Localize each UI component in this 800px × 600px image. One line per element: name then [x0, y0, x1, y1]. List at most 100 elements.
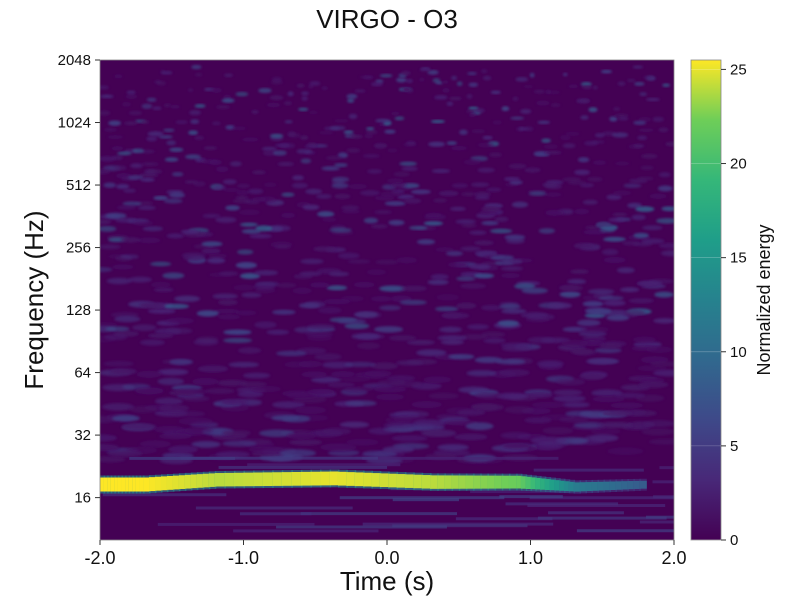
noise-blob: [573, 421, 604, 429]
noise-blob: [151, 281, 171, 288]
noise-blob: [556, 378, 586, 386]
noise-blob: [271, 76, 282, 82]
signal-segment: [166, 475, 175, 490]
noise-blob: [251, 109, 259, 115]
noise-blob: [364, 370, 393, 377]
noise-streak: [470, 490, 569, 494]
noise-blob: [233, 284, 256, 291]
noise-blob: [242, 372, 271, 379]
plot-area: [100, 60, 674, 540]
noise-blob: [284, 120, 293, 124]
noise-blob: [537, 120, 551, 125]
noise-blob: [544, 150, 562, 155]
noise-blob: [140, 120, 150, 124]
noise-blob: [460, 192, 477, 197]
noise-streak: [653, 495, 674, 499]
noise-blob: [578, 373, 605, 381]
signal-segment: [128, 477, 134, 492]
noise-blob: [466, 370, 497, 377]
noise-blob: [406, 339, 435, 345]
noise-blob: [471, 129, 486, 133]
x-tick-label: 2.0: [661, 548, 686, 568]
noise-blob: [638, 128, 654, 132]
noise-blob: [212, 293, 238, 300]
noise-blob: [291, 182, 308, 189]
noise-blob: [269, 133, 284, 138]
noise-blob: [194, 135, 205, 140]
noise-blob: [292, 175, 304, 181]
noise-blob: [232, 126, 246, 131]
noise-blob: [638, 381, 669, 389]
noise-blob: [217, 314, 241, 320]
noise-blob: [356, 342, 381, 350]
x-tick-label: 1.0: [518, 548, 543, 568]
noise-blob: [377, 379, 407, 386]
noise-blob: [649, 361, 674, 367]
noise-blob: [611, 132, 629, 138]
noise-blob: [220, 398, 248, 406]
noise-blob: [193, 180, 206, 187]
noise-blob: [351, 333, 380, 340]
noise-blob: [504, 406, 535, 414]
noise-blob: [128, 110, 143, 116]
noise-blob: [191, 440, 221, 448]
noise-blob: [249, 233, 272, 239]
noise-blob: [588, 107, 598, 113]
noise-blob: [610, 402, 644, 409]
signal-segment: [494, 475, 504, 489]
noise-blob: [206, 257, 226, 264]
noise-blob: [411, 401, 442, 409]
noise-blob: [130, 163, 143, 169]
noise-blob: [316, 194, 332, 199]
noise-blob: [346, 438, 379, 446]
noise-blob: [434, 306, 459, 312]
noise-blob: [370, 223, 388, 229]
noise-blob: [465, 109, 476, 114]
noise-blob: [296, 83, 305, 88]
noise-blob: [388, 219, 405, 226]
noise-blob: [633, 120, 647, 125]
noise-blob: [375, 393, 405, 401]
noise-blob: [183, 255, 205, 262]
noise-blob: [562, 72, 568, 77]
noise-blob: [390, 182, 407, 188]
signal-segment: [196, 474, 205, 488]
noise-blob: [112, 414, 140, 422]
noise-blob: [209, 159, 222, 166]
noise-blob: [456, 302, 477, 309]
noise-blob: [164, 303, 190, 309]
noise-blob: [201, 241, 223, 247]
noise-blob: [388, 335, 417, 342]
noise-blob: [456, 276, 476, 282]
y-tick-label: 16: [74, 490, 91, 507]
noise-blob: [169, 192, 185, 199]
noise-blob: [250, 385, 281, 393]
noise-blob: [430, 119, 445, 124]
noise-blob: [232, 198, 251, 204]
noise-blob: [305, 188, 323, 195]
noise-streak: [527, 504, 666, 508]
noise-blob: [259, 429, 295, 437]
noise-blob: [502, 258, 523, 265]
noise-blob: [423, 376, 452, 384]
noise-blob: [353, 311, 378, 318]
noise-blob: [580, 81, 592, 87]
noise-blob: [445, 250, 464, 257]
noise-blob: [182, 395, 210, 402]
noise-blob: [348, 113, 358, 120]
noise-streak: [276, 525, 447, 529]
signal-segment: [310, 471, 322, 486]
signal-segment: [214, 473, 226, 487]
noise-blob: [188, 130, 198, 135]
noise-blob: [560, 134, 571, 141]
noise-blob: [126, 90, 136, 95]
noise-blob: [252, 196, 267, 202]
noise-blob: [339, 375, 371, 382]
noise-blob: [193, 338, 219, 346]
noise-blob: [515, 77, 529, 82]
noise-blob: [165, 317, 194, 325]
noise-blob: [339, 421, 370, 428]
signal-segment: [100, 477, 106, 492]
noise-blob: [286, 432, 316, 440]
noise-blob: [501, 106, 510, 112]
